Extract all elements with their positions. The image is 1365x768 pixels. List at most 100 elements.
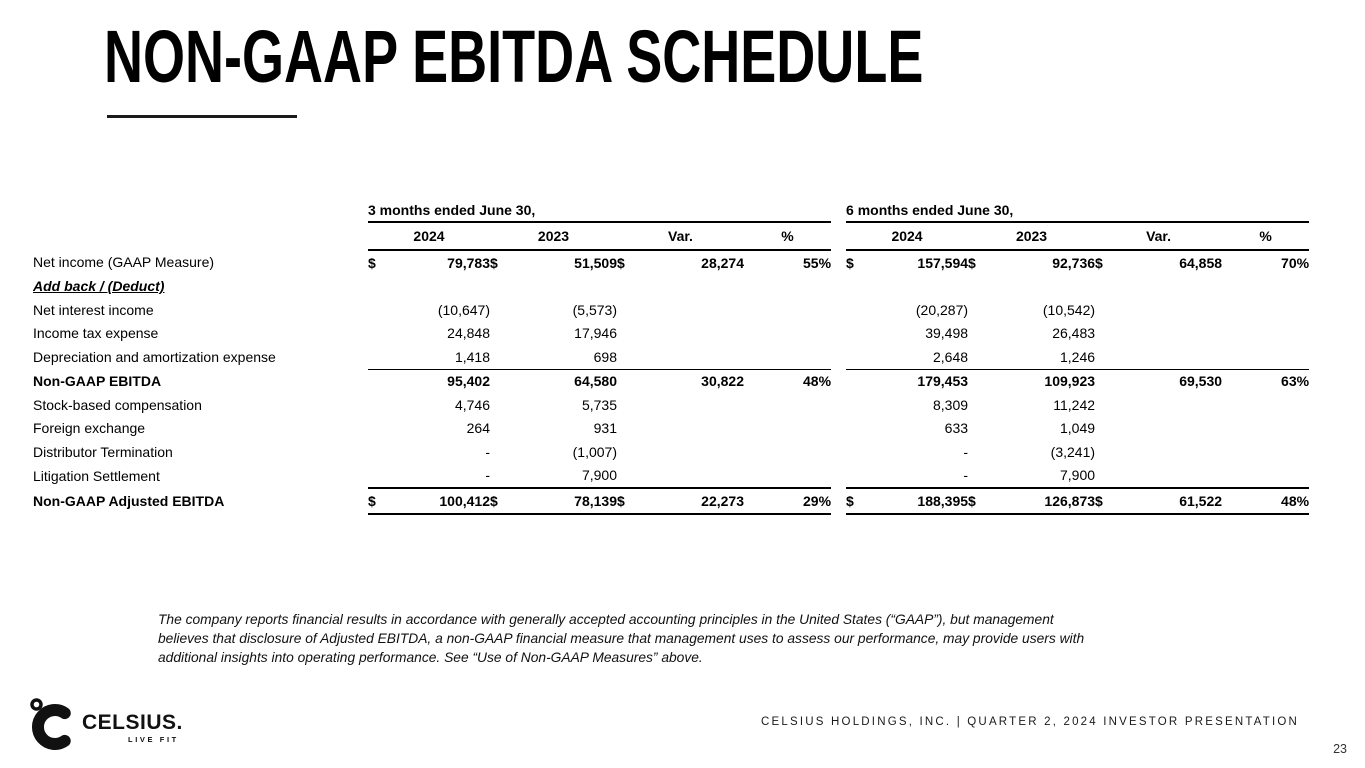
column-header: Var.: [617, 222, 744, 251]
value-cell: [642, 417, 744, 441]
value-cell: -: [485, 443, 490, 460]
currency-cell: [1095, 369, 1120, 393]
table-row: Income tax expense 24,848 17,946 39,498 26,4…: [33, 322, 1309, 346]
column-header: %: [744, 222, 832, 251]
currency-cell: [968, 298, 995, 322]
gap-cell: [831, 417, 846, 441]
pct-cell: [744, 275, 831, 299]
pct-cell: [1222, 322, 1309, 346]
currency-cell: [1095, 275, 1120, 299]
value-cell: 2,648: [868, 345, 969, 370]
value-cell: (10,647): [437, 301, 490, 318]
currency-cell: [846, 440, 868, 464]
section-heading: 6 months ended June 30,: [846, 199, 1310, 223]
currency-cell: [617, 369, 642, 393]
value-cell: [642, 298, 744, 322]
currency-cell: [368, 322, 390, 346]
value-cell: [642, 322, 744, 346]
value-cell: 11,242: [1053, 396, 1096, 413]
value-cell: 264: [466, 420, 490, 437]
pct-cell: [1222, 345, 1310, 370]
pct-cell: [744, 417, 831, 441]
pct-cell: [1222, 393, 1309, 417]
gap-cell: [831, 345, 846, 369]
pct-cell: [1222, 463, 1310, 489]
gap-cell: [831, 322, 846, 346]
value-cell: 78,139: [517, 488, 617, 515]
currency-cell: $: [846, 488, 869, 515]
value-cell: 69,530: [1179, 373, 1223, 390]
value-cell: (1,007): [572, 443, 617, 460]
column-header: 2023: [490, 222, 617, 251]
value-cell: 7,900: [995, 463, 1096, 489]
gap-cell: [831, 440, 846, 464]
logo-brand-name: CELSIUS.: [82, 711, 183, 734]
row-label: Net interest income: [33, 301, 154, 318]
value-cell: 109,923: [1044, 373, 1096, 390]
table-row: Stock-based compensation 4,746 5,735 8,309 1…: [33, 393, 1309, 417]
column-header: 2024: [368, 222, 490, 251]
currency-cell: [846, 393, 868, 417]
pct-cell: 55%: [803, 254, 832, 271]
currency-cell: [617, 463, 642, 489]
value-cell: [1120, 393, 1222, 417]
pct-cell: [1222, 298, 1309, 322]
row-label: Income tax expense: [33, 325, 159, 342]
table-row: Non-GAAP EBITDA 95,402 64,580 30,822 48% 179,…: [33, 369, 1309, 393]
value-cell: 157,594: [917, 254, 969, 271]
currency-cell: [968, 275, 995, 299]
pct-cell: 48%: [803, 373, 832, 390]
value-cell: 100,412: [390, 488, 490, 515]
section-heading: 3 months ended June 30,: [368, 199, 832, 223]
gap-cell: [831, 275, 846, 299]
gap-cell: [831, 250, 846, 275]
value-cell: (3,241): [1050, 443, 1096, 460]
value-cell: 931: [593, 420, 617, 437]
celsius-logo: CELSIUS. LIVE FIT: [28, 695, 183, 758]
disclaimer-line: believes that disclosure of Adjusted EBI…: [158, 631, 1085, 646]
currency-cell: [490, 417, 517, 441]
currency-cell: $: [617, 254, 625, 271]
value-cell: 51,509: [574, 254, 617, 271]
table-row: Add back / (Deduct): [33, 275, 1309, 299]
value-cell: [1120, 440, 1222, 464]
currency-cell: [1095, 298, 1120, 322]
currency-cell: $: [490, 488, 517, 515]
currency-cell: $: [368, 254, 376, 271]
currency-cell: [968, 322, 995, 346]
currency-cell: [617, 298, 642, 322]
currency-cell: [846, 345, 869, 370]
value-cell: [642, 463, 744, 489]
pct-cell: [744, 298, 831, 322]
gap-cell: [831, 464, 846, 489]
value-cell: -: [390, 463, 490, 489]
value-cell: -: [963, 443, 969, 460]
value-cell: [517, 275, 617, 299]
pct-cell: [744, 345, 832, 370]
pct-cell: [744, 322, 831, 346]
table-subheader-row: 2024 2023 Var.% 2024 2023 Var.%: [33, 222, 1310, 251]
currency-cell: [1095, 345, 1121, 370]
value-cell: [642, 275, 744, 299]
page-title: NON-GAAP EBITDA SCHEDULE: [104, 15, 924, 98]
row-label: Non-GAAP Adjusted EBITDA: [33, 492, 225, 509]
value-cell: [1120, 322, 1222, 346]
currency-cell: [368, 393, 390, 417]
currency-cell: $: [368, 488, 390, 515]
currency-cell: [490, 298, 517, 322]
row-label: Net income (GAAP Measure): [33, 254, 215, 271]
value-cell: [642, 393, 744, 417]
column-header: Var.: [1095, 222, 1223, 251]
logo-tagline: LIVE FIT: [128, 735, 179, 744]
value-cell: (5,573): [572, 301, 617, 318]
column-header: %: [1222, 222, 1310, 251]
pct-cell: [744, 463, 832, 489]
value-cell: -: [868, 463, 969, 489]
row-label: Stock-based compensation: [33, 396, 202, 413]
value-cell: [1120, 298, 1222, 322]
currency-cell: [846, 369, 868, 393]
gap-cell: [831, 199, 846, 222]
currency-cell: $: [968, 488, 996, 515]
currency-cell: [617, 275, 642, 299]
